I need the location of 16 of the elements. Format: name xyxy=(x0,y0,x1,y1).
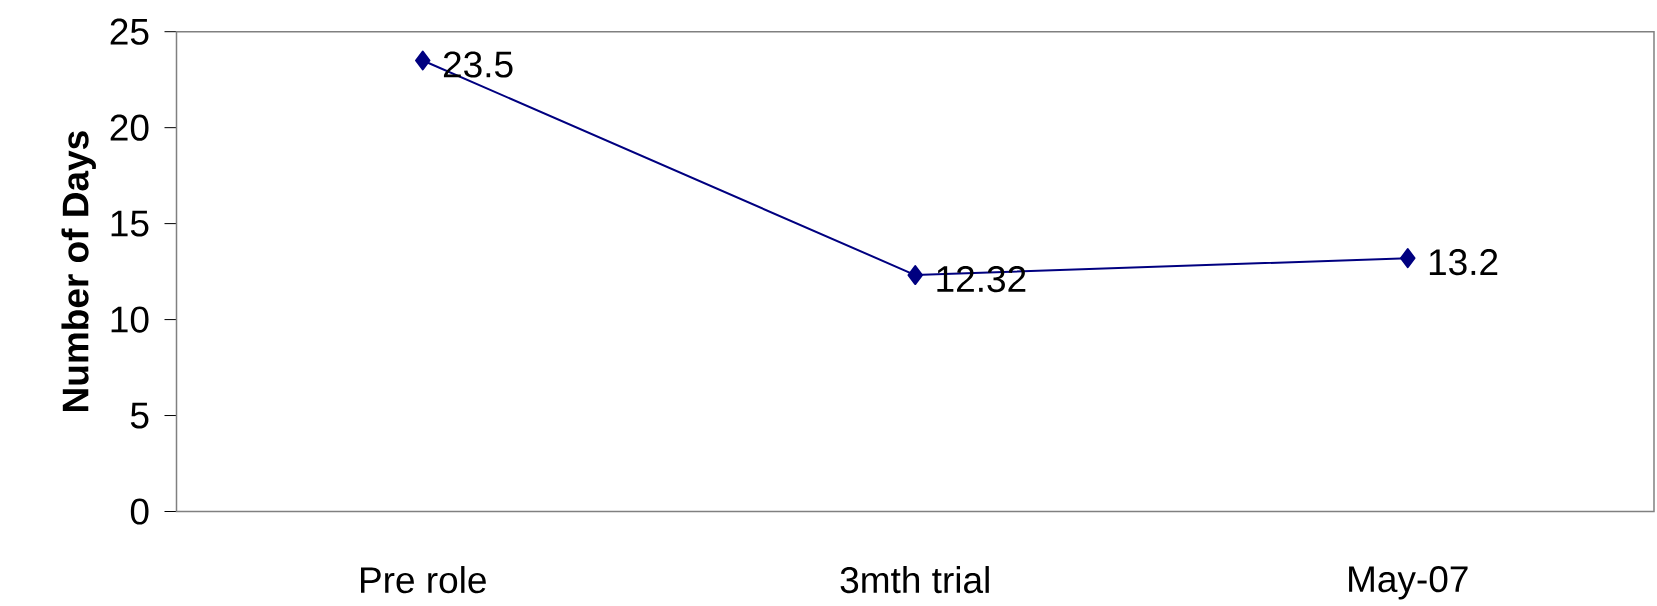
y-tick-label: 0 xyxy=(130,498,149,525)
data-label: 13.2 xyxy=(1429,249,1498,276)
y-axis-title: Number of Days xyxy=(61,131,96,411)
point xyxy=(415,50,431,71)
x-tick-label: 3mth trial xyxy=(840,566,989,594)
point xyxy=(907,265,923,286)
y-tick-label: 10 xyxy=(111,306,149,333)
x-tick-label: Pre role xyxy=(361,566,486,594)
y-tick-label: 25 xyxy=(110,18,149,45)
data-label: 12.32 xyxy=(937,265,1026,293)
y-tick-label: 20 xyxy=(110,114,149,141)
point xyxy=(1400,248,1416,269)
y-tick-label: 5 xyxy=(130,402,149,429)
data-label: 23.5 xyxy=(443,51,513,78)
x-tick-label: May-07 xyxy=(1349,566,1468,600)
y-tick-label: 15 xyxy=(111,210,149,237)
